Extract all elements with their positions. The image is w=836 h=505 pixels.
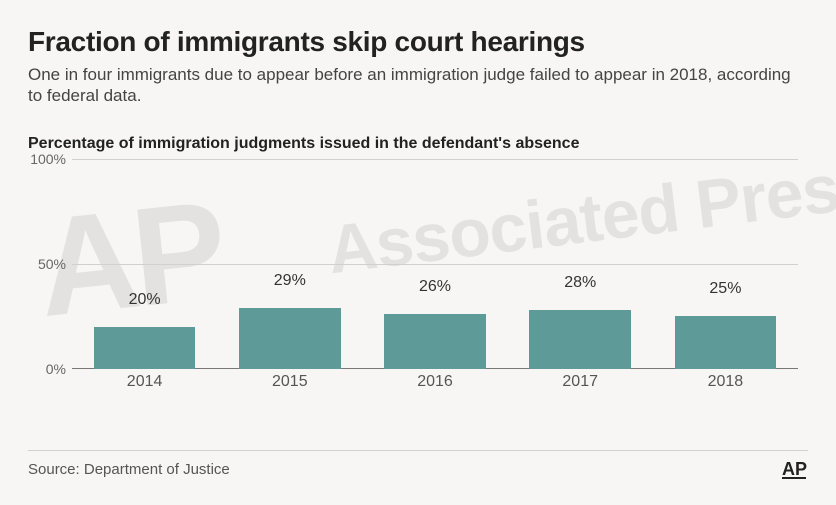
x-tick-label: 2018 (653, 373, 798, 391)
bar (384, 314, 486, 369)
y-tick-label: 100% (30, 151, 66, 167)
x-tick-label: 2017 (508, 373, 653, 391)
y-axis: 0%50%100% (28, 159, 72, 369)
headline: Fraction of immigrants skip court hearin… (28, 26, 808, 58)
y-tick-label: 50% (38, 256, 66, 272)
x-tick-label: 2015 (217, 373, 362, 391)
chart-plot-area: 0%50%100% 20%29%26%28%25% (72, 159, 798, 369)
bar-value-label: 25% (709, 280, 741, 298)
bar-value-label: 29% (274, 272, 306, 290)
y-tick-label: 0% (46, 361, 66, 377)
bar-value-label: 26% (419, 278, 451, 296)
gridline (72, 159, 798, 160)
gridline (72, 264, 798, 265)
bar (529, 310, 631, 369)
x-axis: 20142015201620172018 (72, 373, 798, 391)
chart-title: Percentage of immigration judgments issu… (28, 135, 808, 153)
bar (675, 316, 777, 369)
footer: Source: Department of Justice AP (28, 450, 808, 479)
graphic-frame: AP Associated Press Fraction of immigran… (0, 0, 836, 505)
svg-text:AP: AP (782, 459, 807, 479)
ap-logo: AP (782, 459, 808, 479)
bar (94, 327, 196, 369)
subhead: One in four immigrants due to appear bef… (28, 64, 808, 107)
x-tick-label: 2016 (362, 373, 507, 391)
source-line: Source: Department of Justice (28, 461, 230, 478)
bar-value-label: 20% (129, 291, 161, 309)
bar-value-label: 28% (564, 274, 596, 292)
x-tick-label: 2014 (72, 373, 217, 391)
bar (239, 308, 341, 369)
